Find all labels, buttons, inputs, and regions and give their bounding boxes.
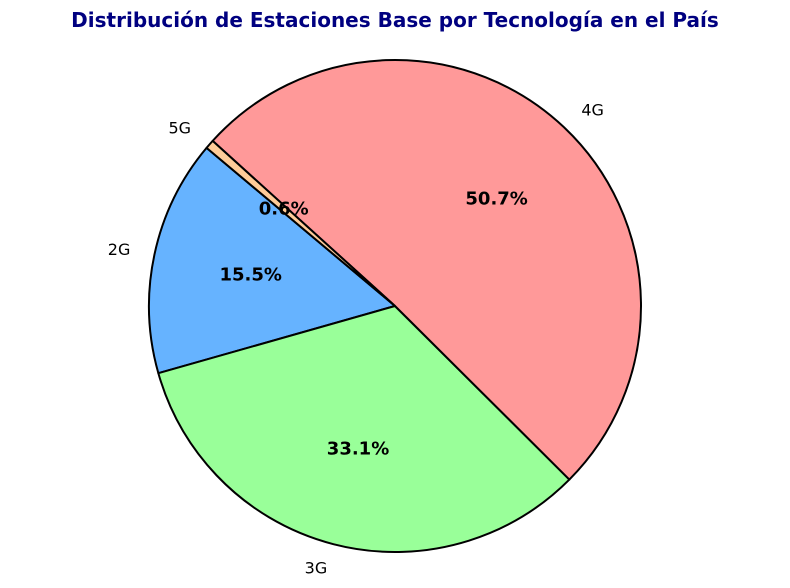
category-label-2g: 2G bbox=[108, 240, 131, 259]
category-label-3g: 3G bbox=[305, 558, 328, 577]
slice-3g bbox=[157, 305, 571, 553]
slice-2g bbox=[148, 146, 396, 375]
category-label-5g: 5G bbox=[168, 119, 191, 138]
chart-title: Distribución de Estaciones Base por Tecn… bbox=[71, 8, 719, 32]
category-label-4g: 4G bbox=[581, 100, 604, 119]
slice-4g bbox=[211, 59, 642, 481]
percent-label-5g: 0.6% bbox=[259, 199, 309, 220]
pie-labels: 2G 15.5% 3G 33.1% 4G 50.7% 5G 0.6% bbox=[108, 100, 604, 577]
percent-label-4g: 50.7% bbox=[465, 188, 527, 209]
percent-label-3g: 33.1% bbox=[327, 438, 389, 459]
pie-slices bbox=[148, 59, 642, 553]
percent-label-2g: 15.5% bbox=[219, 265, 281, 286]
slice-5g bbox=[205, 139, 396, 307]
